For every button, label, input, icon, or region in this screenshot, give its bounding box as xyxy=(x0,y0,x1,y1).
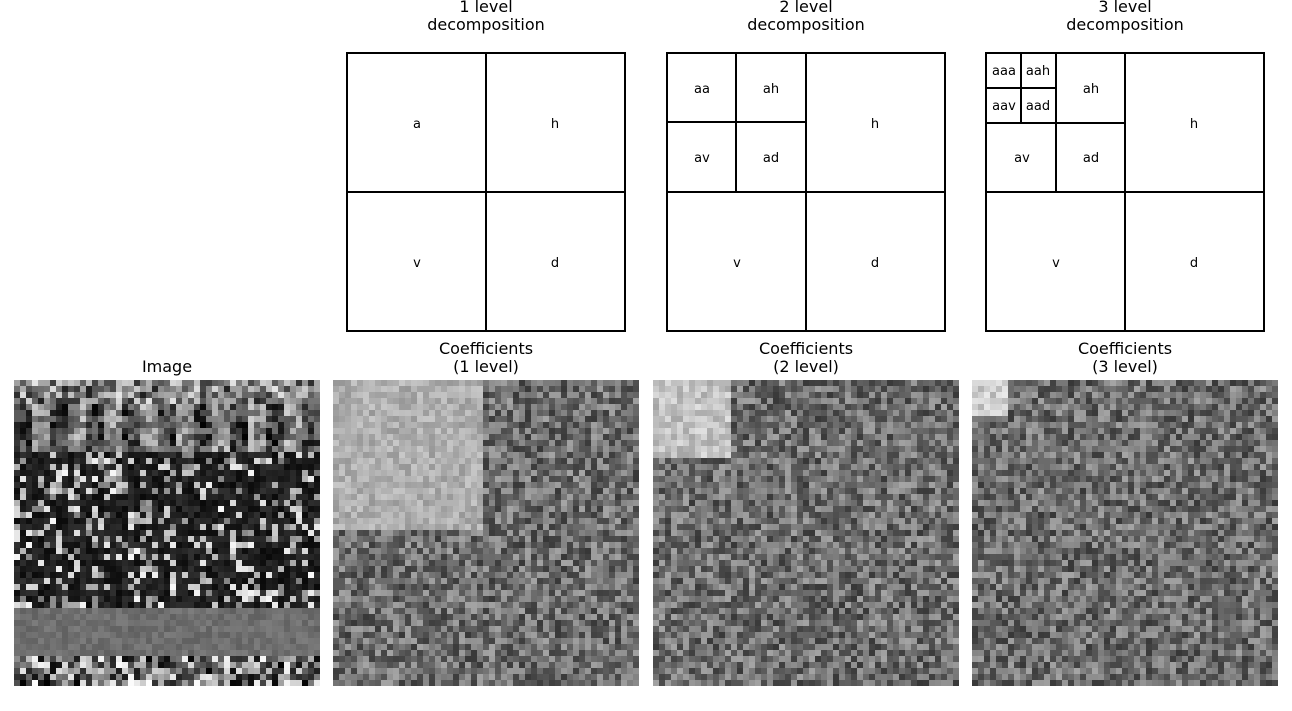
label-aah: aah xyxy=(1026,64,1050,79)
label-d: d xyxy=(871,256,879,271)
image-coefficients-1-level xyxy=(333,380,639,686)
image-coefficients-1-level-canvas xyxy=(333,380,639,686)
label-v: v xyxy=(1052,256,1060,271)
label-ad: ad xyxy=(1083,151,1099,166)
image-coefficients-2-level-canvas xyxy=(653,380,959,686)
label-v: v xyxy=(413,256,421,271)
label-a: a xyxy=(413,117,421,132)
title-coefficients-3-level: Coefficients (3 level) xyxy=(1077,339,1173,376)
label-ad: ad xyxy=(763,151,779,166)
title-coefficients-2-level: Coefficients (2 level) xyxy=(758,339,854,376)
title-1-level-decomposition: 1 level decomposition xyxy=(427,0,545,34)
label-aaa: aaa xyxy=(992,64,1016,79)
label-d: d xyxy=(551,256,559,271)
label-h: h xyxy=(871,117,879,132)
image-coefficients-3-level xyxy=(972,380,1278,686)
label-h: h xyxy=(551,117,559,132)
label-h: h xyxy=(1190,117,1198,132)
label-v: v xyxy=(733,256,741,271)
title-image: Image xyxy=(141,357,193,376)
diagram-3-level: aaa aah aav aad ah av ad h v d xyxy=(985,52,1265,332)
title-3-level-decomposition: 3 level decomposition xyxy=(1066,0,1184,34)
label-ah: ah xyxy=(1083,82,1099,97)
label-ah: ah xyxy=(763,82,779,97)
label-d: d xyxy=(1190,256,1198,271)
label-aav: aav xyxy=(992,99,1016,114)
label-aad: aad xyxy=(1026,99,1050,114)
image-original xyxy=(14,380,320,686)
label-aa: aa xyxy=(694,82,710,97)
image-coefficients-2-level xyxy=(653,380,959,686)
label-av: av xyxy=(1014,151,1030,166)
image-original-canvas xyxy=(14,380,320,686)
diagram-3-level-lines: aaa aah aav aad ah av ad h v d xyxy=(987,54,1263,330)
diagram-2-level: aa ah av ad h v d xyxy=(666,52,946,332)
diagram-1-level-lines: a h v d xyxy=(348,54,624,330)
diagram-1-level: a h v d xyxy=(346,52,626,332)
title-2-level-decomposition: 2 level decomposition xyxy=(747,0,865,34)
title-coefficients-1-level: Coefficients (1 level) xyxy=(438,339,534,376)
label-av: av xyxy=(694,151,710,166)
diagram-2-level-lines: aa ah av ad h v d xyxy=(668,54,944,330)
image-coefficients-3-level-canvas xyxy=(972,380,1278,686)
